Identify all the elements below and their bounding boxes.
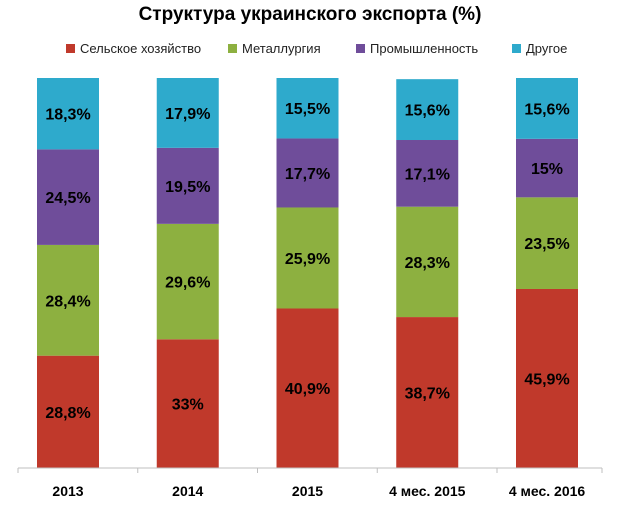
bar-segment-5-4 <box>516 78 578 139</box>
bar-segment-1-2 <box>37 244 99 356</box>
legend-swatch-2 <box>228 44 237 53</box>
x-tick-label-5: 4 мес. 2016 <box>509 483 586 499</box>
legend: Сельское хозяйство Металлургия Промышленно… <box>66 41 567 56</box>
bar-segment-1-3 <box>37 149 99 245</box>
bar-value-label-1-1: 28,8% <box>45 405 90 422</box>
bar-value-label-1-3: 24,5% <box>45 190 90 207</box>
bar-segment-4-1 <box>396 317 459 468</box>
bar-value-label-5-1: 45,9% <box>524 371 569 388</box>
bar-value-label-3-3: 17,7% <box>285 166 330 183</box>
legend-label-3: Промышленность <box>370 41 478 56</box>
bar-value-label-5-4: 15,6% <box>524 101 569 118</box>
x-axis-labels: 2013 2014 2015 4 мес. 2015 4 мес. 2016 <box>52 483 585 499</box>
bar-value-label-1-2: 28,4% <box>45 293 90 310</box>
bar-value-label-2-1: 33% <box>172 397 204 414</box>
x-tick-label-1: 2013 <box>52 483 83 499</box>
bar-value-label-4-3: 17,1% <box>405 166 450 183</box>
x-tick-label-3: 2015 <box>292 483 323 499</box>
bar-segment-3-1 <box>276 308 339 468</box>
bar-value-label-2-3: 19,5% <box>165 179 210 196</box>
bar-segment-3-2 <box>276 207 339 309</box>
bar-value-label-2-2: 29,6% <box>165 275 210 292</box>
bar-value-label-5-2: 23,5% <box>524 236 569 253</box>
x-axis-ticks <box>17 468 603 473</box>
bar-segment-1-1 <box>37 355 99 468</box>
bar-segment-3-3 <box>276 138 339 208</box>
bar-value-label-3-1: 40,9% <box>285 381 330 398</box>
legend-swatch-4 <box>512 44 521 53</box>
x-tick-label-2: 2014 <box>172 483 203 499</box>
chart-title: Структура украинского экспорта (%) <box>138 4 482 25</box>
bar-segment-1-4 <box>37 78 99 150</box>
bar-value-label-3-2: 25,9% <box>285 251 330 268</box>
bar-value-label-2-4: 17,9% <box>165 106 210 123</box>
legend-label-2: Металлургия <box>242 41 321 56</box>
bar-value-label-4-2: 28,3% <box>405 255 450 272</box>
bar-segment-5-1 <box>516 288 578 468</box>
bar-segment-4-2 <box>396 206 459 318</box>
bar-segment-2-4 <box>156 78 219 148</box>
bar-value-label-5-3: 15% <box>531 161 563 178</box>
bar-segment-2-2 <box>156 223 219 340</box>
bars: 28,8% 28,4% 24,5% 18,3% 33% 29,6% 19,5% 17,9% 40… <box>37 78 578 468</box>
x-tick-label-4: 4 мес. 2015 <box>389 483 466 499</box>
bar-value-label-1-4: 18,3% <box>45 107 90 124</box>
bar-segment-5-3 <box>516 138 578 198</box>
legend-label-4: Другое <box>526 41 567 56</box>
legend-swatch-1 <box>66 44 75 53</box>
bar-segment-4-4 <box>396 79 459 141</box>
bar-segment-5-2 <box>516 197 578 289</box>
bar-segment-4-3 <box>396 140 459 207</box>
bar-value-label-4-1: 38,7% <box>405 386 450 403</box>
legend-swatch-3 <box>356 44 365 53</box>
bar-value-label-3-4: 15,5% <box>285 101 330 118</box>
legend-label-1: Сельское хозяйство <box>80 41 201 56</box>
bar-value-label-4-4: 15,6% <box>405 103 450 120</box>
bar-segment-2-3 <box>156 147 219 224</box>
bar-segment-2-1 <box>156 339 219 468</box>
bar-segment-3-4 <box>276 78 339 139</box>
